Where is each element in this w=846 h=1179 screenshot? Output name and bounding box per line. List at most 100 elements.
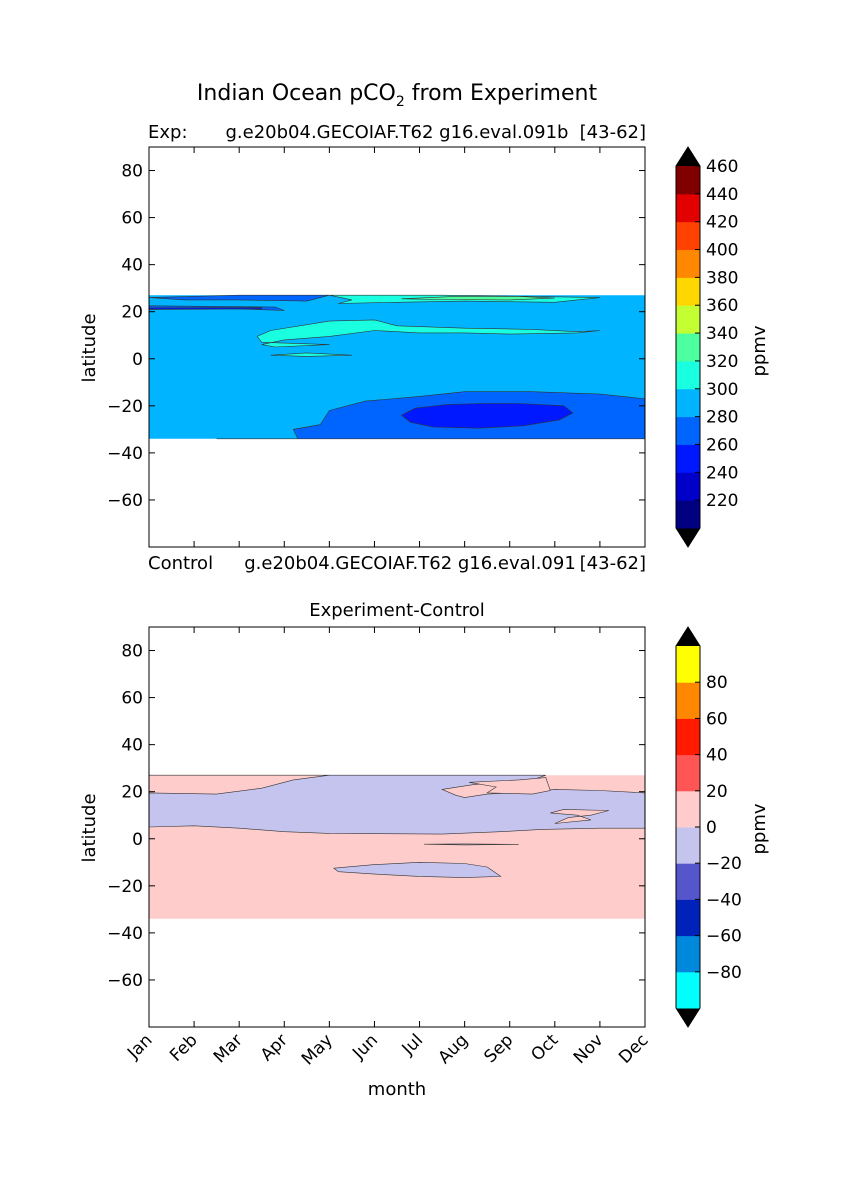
panel2-xtick-label: Jul [398,1030,427,1059]
colorbar-bottom-tick-label: −60 [706,927,742,947]
panel1-ylabel: latitude [79,313,100,382]
panel1-contour-region [270,352,352,357]
panel2-xtick-label: Jan [123,1030,156,1063]
colorbar-bottom-swatch [676,682,700,719]
panel2-ylabel: latitude [79,793,100,862]
panel1-contour-region [149,307,263,310]
colorbar-top-tick-label: 420 [706,213,738,233]
panel2-xtick-label: Jun [348,1030,382,1064]
colorbar-top-tick-label: 280 [706,408,738,428]
colorbar-top-swatch [676,305,700,334]
panel2-ytick-label: 80 [121,642,143,662]
panel2-xtick-label: Aug [435,1030,473,1068]
panel1-ytick-label: −40 [107,444,143,464]
colorbar-bottom-tick-label: 40 [706,746,728,766]
colorbar-top-tick-label: 240 [706,463,738,483]
colorbar-top-extend-max [676,147,700,166]
colorbar-top-swatch [676,360,700,390]
panel2-ytick-label: −20 [107,877,143,897]
colorbar-bottom-extend-max [676,627,700,646]
colorbar-top-swatch [676,193,700,223]
colorbar-bottom-tick-label: −40 [706,890,742,910]
panel1-contour-region [256,319,600,348]
panel2-xtick-label: Sep [480,1030,517,1067]
panel1-ytick-label: 0 [132,350,143,370]
colorbar-bottom-swatch [676,718,700,756]
panel2-xlabel: month [368,1079,426,1100]
colorbar-bottom-tick-label: 0 [706,818,717,838]
panel2-ytick-label: 0 [132,830,143,850]
panel2-ytick-label: 60 [121,689,143,709]
panel2-xtick-label: Apr [257,1030,292,1065]
colorbar-top-swatch [676,221,700,251]
colorbar-bottom-swatch [676,935,700,973]
panel1-left-label: Exp: [148,122,188,143]
colorbar-top: 220 240 260 280 300 320 340 360 380 400 420 440 460 [675,146,738,548]
colorbar-top-swatch [676,388,700,418]
panel1-center-label: g.e20b04.GECOIAF.T62 g16.eval.091b [226,122,569,143]
panel2-xtick-label: Feb [166,1030,201,1065]
panel2-contour-region [424,843,519,846]
figure-title: Indian Ocean pCO2 from Experiment [197,81,598,110]
panel2-frame [148,626,646,1028]
panel2-xtick-label: Mar [210,1030,247,1067]
panel2-xtick-label: Nov [570,1030,608,1068]
colorbar-bottom-tick-label: −80 [706,963,742,983]
colorbar-top-tick-label: 220 [706,491,738,511]
panel2-ytick-label: −40 [107,924,143,944]
colorbar-bottom-tick-label: 80 [706,673,728,693]
colorbar-top-tick-label: 260 [706,435,738,455]
colorbar-bottom-extend-min [676,1008,700,1027]
panel2-xtick-label: Dec [615,1030,652,1067]
colorbar-bottom-outline [675,626,701,1028]
colorbar-bottom-swatch [676,863,700,900]
panel1-frame [148,146,646,548]
panel2-xtick-label: May [298,1030,337,1069]
panel1-contour-region [400,403,574,429]
colorbar-bottom-tick-label: 60 [706,709,728,729]
panel2-xtick-label: Oct [527,1030,562,1065]
panel1-ytick-label: 60 [121,209,143,229]
colorbar-top-swatch [676,444,700,473]
panel2-ytick-label: 20 [121,783,143,803]
colorbar-top-tick-label: 380 [706,268,738,288]
colorbar-top-tick-label: 300 [706,380,738,400]
panel2-contour-region [550,809,609,824]
colorbar-bottom-swatch [676,971,700,1009]
panel1-ytick-label: 80 [121,162,143,182]
panel1-ytick-label: 20 [121,303,143,323]
panel1-contour-region [149,294,330,302]
colorbar-top-tick-label: 320 [706,352,738,372]
panel2-title: Experiment-Control [309,600,485,621]
colorbar-bottom-swatch [676,790,700,828]
colorbar-top-swatch [676,249,700,278]
colorbar-bottom: −80 −60 −40 −20 0 20 40 60 80 [675,626,742,1028]
colorbar-top-swatch [676,472,700,501]
panel1-contour-region [401,296,555,301]
panel2-ytick-label: 40 [121,736,143,756]
colorbar-bottom-swatch [676,899,700,937]
panel1-ytick-label: −20 [107,397,143,417]
panel1-ytick-label: 40 [121,256,143,276]
panel2-contour-region [333,861,502,878]
colorbar-bottom-swatch [676,646,700,683]
colorbar-bottom-tick-label: −20 [706,854,742,874]
colorbar-top-tick-label: 460 [706,157,738,177]
colorbar-top-tick-label: 360 [706,296,738,316]
colorbar-top-label: ppmv [749,325,770,376]
colorbar-top-tick-label: 400 [706,241,738,261]
colorbar-top-tick-label: 340 [706,324,738,344]
colorbar-top-swatch [676,277,700,306]
colorbar-top-tick-label: 440 [706,185,738,205]
panel2-plot: 80 60 40 20 0 −20 −40 −60 Jan Feb Mar Apr May Jun Jul… [107,626,653,1069]
panel1-ytick-label: −60 [107,491,143,511]
colorbar-top-swatch [676,333,700,362]
colorbar-bottom-swatch [676,754,700,792]
colorbar-top-swatch [676,500,700,529]
panel1-control-years: [43-62] [580,553,646,574]
colorbar-bottom-tick-label: 20 [706,782,728,802]
colorbar-top-swatch [676,166,700,195]
colorbar-bottom-label: ppmv [749,803,770,854]
colorbar-top-swatch [676,416,700,445]
